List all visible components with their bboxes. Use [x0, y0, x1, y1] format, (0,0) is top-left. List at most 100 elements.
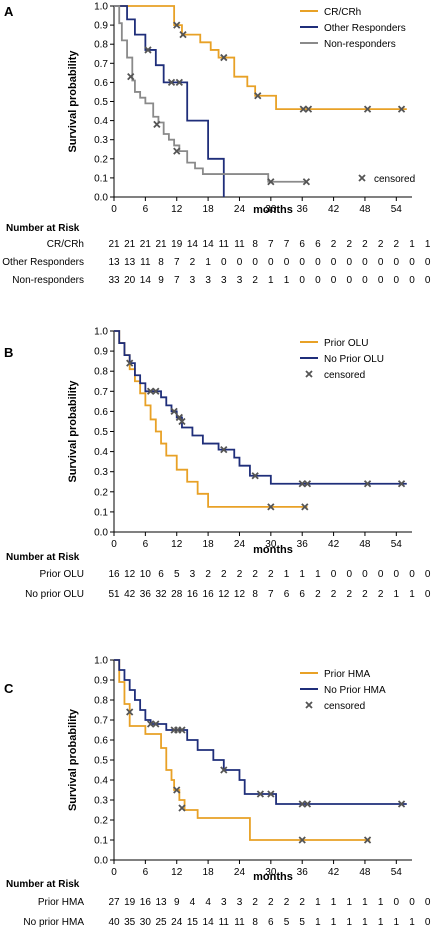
censor-mark — [303, 800, 312, 808]
risk-cell: 16 — [203, 589, 215, 600]
risk-row-label: Prior HMA — [38, 897, 84, 908]
risk-cell: 1 — [331, 917, 337, 928]
risk-cell: 0 — [394, 569, 400, 580]
risk-cell: 13 — [124, 257, 136, 268]
risk-cell: 0 — [331, 257, 337, 268]
x-tick-label: 54 — [391, 204, 403, 215]
censor-mark — [173, 786, 181, 794]
risk-row-label: CR/CRh — [47, 239, 84, 250]
risk-cell: 28 — [171, 589, 183, 600]
x-tick-label: 30 — [265, 867, 277, 878]
censor-mark — [220, 445, 228, 454]
x-tick-label: 42 — [328, 867, 340, 878]
x-tick-label: 24 — [234, 539, 246, 550]
km-curve-2 — [114, 5, 225, 197]
risk-cell: 3 — [190, 569, 196, 580]
censor-mark — [251, 472, 259, 480]
y-tick-label: 0.1 — [94, 173, 108, 184]
risk-cell: 0 — [315, 275, 321, 286]
risk-cell: 3 — [237, 897, 243, 908]
y-tick-label: 0.7 — [94, 387, 108, 398]
legend-censor-mark — [358, 174, 366, 182]
risk-cell: 14 — [140, 275, 152, 286]
risk-cell: 2 — [252, 897, 258, 908]
y-tick-label: 0.2 — [94, 816, 108, 827]
risk-cell: 2 — [378, 239, 384, 250]
risk-cell: 1 — [315, 917, 321, 928]
risk-cell: 0 — [252, 257, 258, 268]
risk-cell: 11 — [234, 239, 245, 250]
y-tick-label: 0.7 — [94, 59, 108, 70]
risk-cell: 0 — [409, 569, 415, 580]
risk-cell: 8 — [252, 917, 258, 928]
risk-cell: 2 — [237, 569, 243, 580]
risk-cell: 21 — [108, 239, 120, 250]
chart-panel-c: C0.00.10.20.30.40.50.60.70.80.91.00 6 12 18… — [4, 656, 431, 929]
risk-cell: 1 — [205, 257, 211, 268]
risk-cell: 3 — [221, 275, 227, 286]
x-tick-label: 42 — [328, 204, 340, 215]
legend-label: Prior HMA — [324, 669, 370, 680]
risk-cell: 1 — [425, 239, 431, 250]
risk-cell: 35 — [124, 917, 136, 928]
risk-cell: 2 — [190, 257, 196, 268]
risk-cell: 0 — [331, 275, 337, 286]
risk-cell: 21 — [140, 239, 152, 250]
censor-mark — [363, 105, 372, 113]
risk-cell: 0 — [409, 275, 415, 286]
risk-cell: 6 — [268, 917, 274, 928]
risk-cell: 21 — [155, 239, 167, 250]
risk-cell: 5 — [299, 917, 305, 928]
y-tick-label: 0.7 — [94, 716, 108, 727]
censor-mark — [175, 78, 183, 87]
y-tick-label: 0.5 — [94, 97, 108, 108]
risk-cell: 8 — [252, 589, 258, 600]
risk-cell: 7 — [174, 257, 180, 268]
legend-censor-mark — [305, 701, 313, 709]
censor-mark — [178, 804, 186, 812]
risk-cell: 1 — [346, 917, 352, 928]
risk-cell: 2 — [252, 275, 258, 286]
y-tick-label: 0.0 — [94, 856, 108, 867]
risk-cell: 32 — [155, 589, 167, 600]
risk-cell: 5 — [284, 917, 290, 928]
risk-cell: 0 — [299, 275, 305, 286]
x-axis-title: months — [253, 544, 293, 556]
risk-cell: 1 — [362, 897, 368, 908]
x-tick-label: 54 — [391, 867, 403, 878]
censor-mark — [152, 720, 160, 728]
risk-cell: 33 — [108, 275, 120, 286]
risk-cell: 1 — [409, 239, 415, 250]
censor-mark — [170, 407, 178, 416]
y-tick-label: 0.0 — [94, 193, 108, 204]
censor-mark — [167, 78, 176, 87]
risk-cell: 11 — [219, 917, 230, 928]
risk-row-label: No prior OLU — [25, 589, 84, 600]
risk-cell: 0 — [409, 257, 415, 268]
risk-cell: 19 — [171, 239, 183, 250]
risk-cell: 6 — [158, 569, 164, 580]
risk-cell: 1 — [378, 917, 384, 928]
censor-mark — [126, 359, 134, 367]
risk-cell: 0 — [425, 257, 431, 268]
x-tick-label: 24 — [234, 867, 246, 878]
y-tick-label: 1.0 — [94, 656, 108, 667]
risk-cell: 36 — [140, 589, 152, 600]
risk-cell: 2 — [331, 589, 337, 600]
risk-cell: 13 — [108, 257, 120, 268]
x-tick-label: 12 — [171, 867, 183, 878]
risk-cell: 6 — [299, 239, 305, 250]
censor-mark — [127, 73, 135, 81]
censor-mark — [267, 503, 275, 511]
risk-cell: 12 — [124, 569, 136, 580]
risk-cell: 0 — [268, 257, 274, 268]
risk-cell: 10 — [140, 569, 152, 580]
risk-cell: 3 — [205, 275, 211, 286]
risk-cell: 1 — [394, 917, 400, 928]
x-tick-label: 36 — [297, 867, 309, 878]
risk-cell: 2 — [252, 569, 258, 580]
risk-cell: 2 — [378, 589, 384, 600]
censor-mark — [178, 726, 186, 734]
risk-cell: 0 — [346, 569, 352, 580]
